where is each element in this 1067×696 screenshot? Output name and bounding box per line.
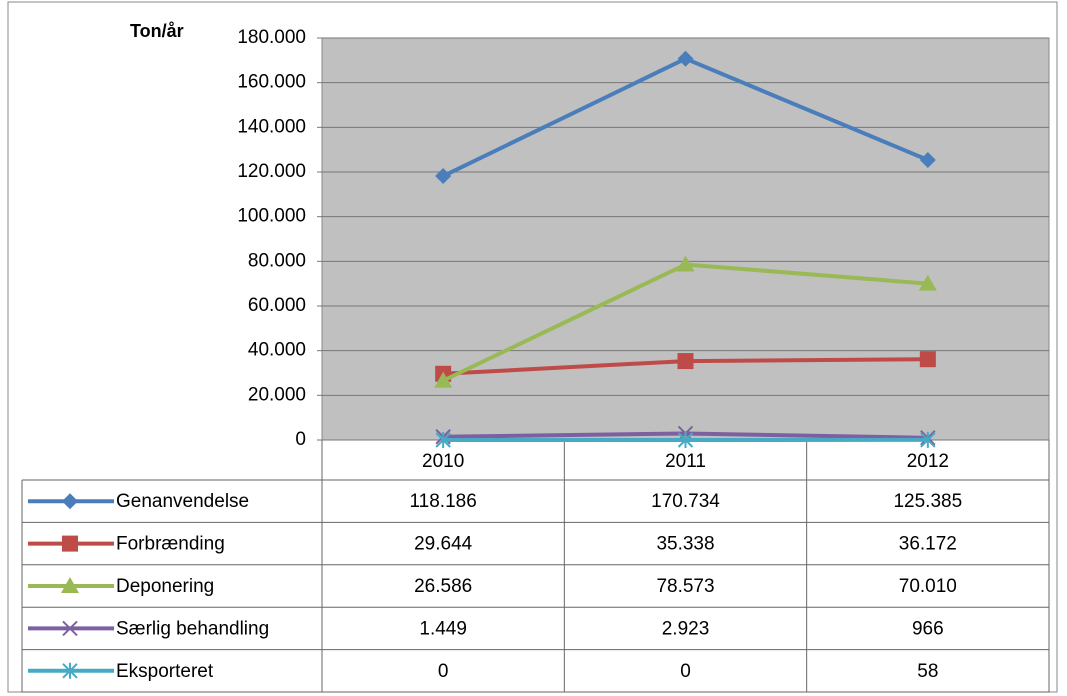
table-cell: 2.923 (662, 618, 710, 639)
table-cell: 58 (917, 661, 938, 682)
legend-marker (62, 662, 78, 679)
legend-label: Deponering (116, 576, 214, 597)
y-tick-label: 100.000 (237, 206, 306, 227)
y-tick-label: 160.000 (237, 72, 306, 93)
plot-area (321, 37, 1050, 441)
x-tick-label: 2012 (907, 451, 949, 472)
table-cell: 125.385 (893, 491, 962, 512)
y-tick-label: 0 (295, 429, 306, 450)
legend-marker (62, 620, 78, 637)
data-point (918, 274, 937, 291)
data-point (676, 255, 695, 272)
data-point (434, 371, 453, 388)
table-cell: 1.449 (419, 618, 467, 639)
y-tick-label: 60.000 (248, 295, 306, 316)
y-tick-label: 180.000 (237, 27, 306, 48)
y-tick-label: 20.000 (248, 384, 306, 405)
table-cell: 0 (680, 661, 691, 682)
y-tick-label: 120.000 (237, 161, 306, 182)
table-cell: 966 (912, 618, 944, 639)
data-point (919, 151, 936, 168)
data-point (435, 432, 451, 448)
data-point (677, 353, 694, 370)
table-cell: 0 (438, 661, 449, 682)
data-point (920, 431, 936, 448)
data-point (435, 168, 452, 185)
table-cell: 36.172 (899, 534, 957, 555)
legend-marker (61, 577, 79, 593)
table-cell: 26.586 (414, 576, 472, 597)
data-point (677, 432, 694, 448)
data-point (677, 50, 694, 67)
table-cell: 118.186 (410, 491, 477, 512)
legend-label: Særlig behandling (116, 618, 269, 639)
y-tick-label: 140.000 (237, 116, 306, 137)
y-tick-label: 80.000 (248, 250, 306, 271)
table-cell: 29.644 (414, 534, 473, 555)
x-tick-label: 2010 (422, 451, 464, 472)
table-cell: 70.010 (899, 576, 957, 597)
y-tick-label: 40.000 (248, 340, 306, 361)
legend-marker (62, 493, 78, 510)
x-tick-label: 2011 (665, 451, 706, 472)
table-cell: 35.338 (656, 534, 714, 555)
data-point (919, 351, 936, 368)
legend-label: Genanvendelse (116, 491, 249, 512)
y-axis-label: Ton/år (130, 21, 184, 41)
table-cell: 78.573 (656, 576, 714, 597)
legend-label: Eksporteret (116, 661, 214, 682)
table-cell: 170.734 (651, 491, 720, 512)
legend-marker (62, 535, 78, 552)
legend-label: Forbrænding (116, 534, 225, 555)
